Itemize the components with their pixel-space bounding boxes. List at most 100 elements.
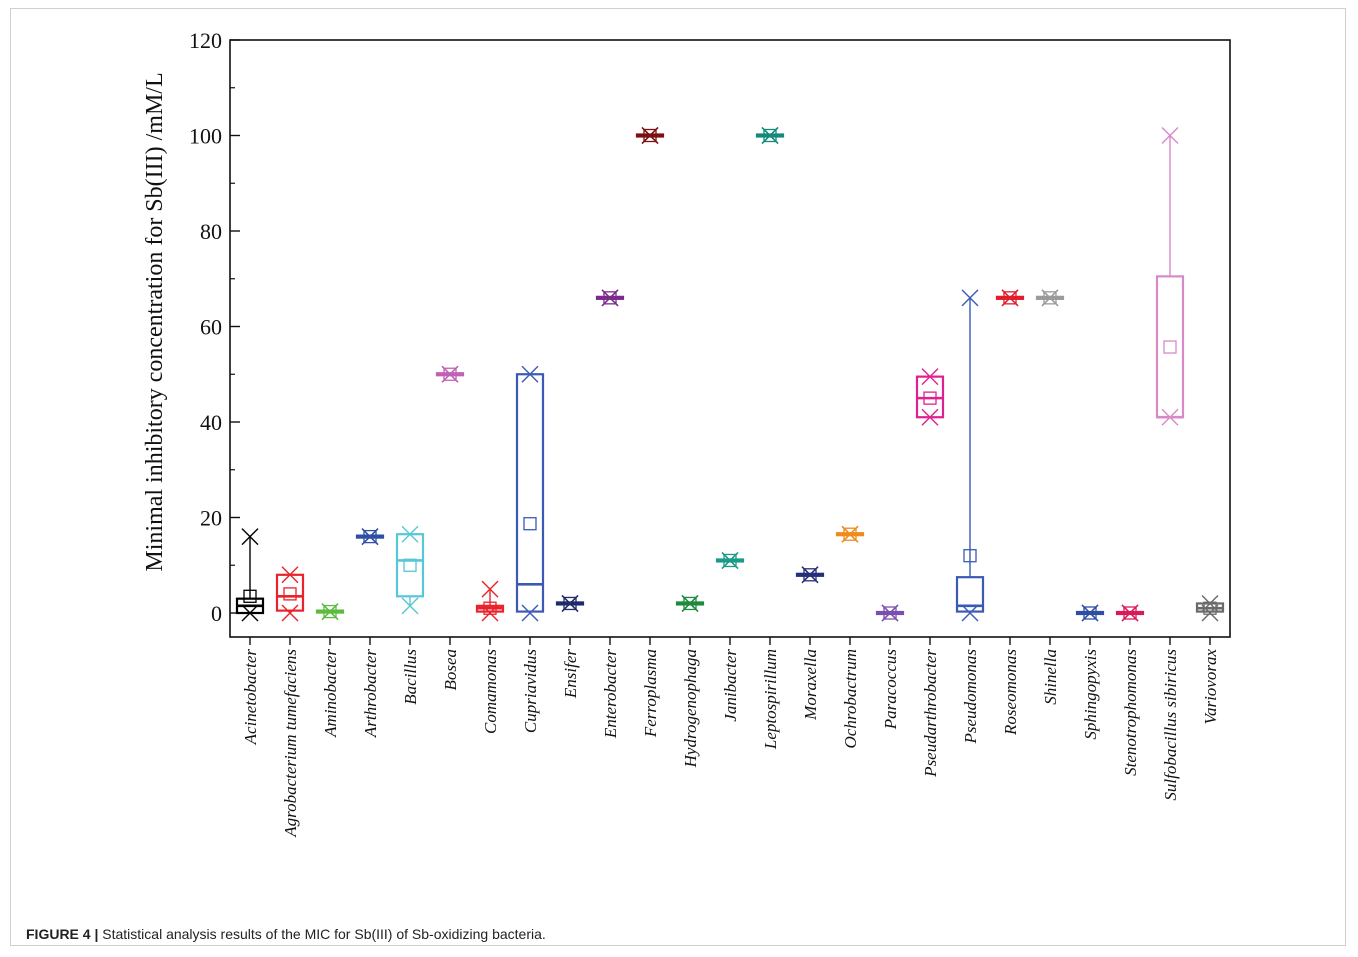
- min-marker: [721, 551, 739, 569]
- box-body: [955, 576, 985, 613]
- min-marker: [401, 597, 419, 615]
- min-marker: [921, 408, 939, 426]
- mean-marker: [243, 589, 257, 603]
- mean-marker: [363, 529, 377, 544]
- min-marker: [241, 604, 259, 622]
- min-marker: [281, 604, 299, 622]
- mean-marker: [443, 367, 457, 381]
- max-marker-stroke: [521, 365, 539, 383]
- chart-marks: [235, 127, 1225, 622]
- mean-marker: [883, 606, 897, 620]
- min-marker-stroke: [441, 365, 459, 383]
- min-marker-stroke: [1081, 604, 1099, 622]
- mean-marker: [643, 128, 657, 143]
- mean-marker: [563, 596, 577, 611]
- min-marker-stroke: [561, 594, 579, 612]
- x-category-label: Enterobacter: [601, 649, 620, 739]
- min-marker: [1081, 604, 1099, 622]
- min-marker-stroke: [1121, 604, 1139, 622]
- y-tick-label: 100: [189, 124, 222, 149]
- x-category-label: Acinetobacter: [241, 649, 260, 746]
- box-pseudomonas: [955, 297, 985, 613]
- min-marker-stroke: [601, 289, 619, 307]
- box-sulfobacillus-sibiricus: [1155, 135, 1185, 419]
- min-marker-stroke: [921, 408, 939, 426]
- box-comamonas: [475, 589, 505, 615]
- max-marker: [1201, 594, 1219, 612]
- mean-marker: [1123, 606, 1137, 620]
- max-marker: [921, 368, 939, 386]
- box-agrobacterium-tumefaciens: [275, 573, 305, 613]
- min-marker-stroke: [681, 594, 699, 612]
- max-marker-stroke: [241, 528, 259, 546]
- x-category-label: Pseudarthrobacter: [921, 649, 940, 778]
- min-marker-stroke: [1041, 289, 1059, 307]
- mean-marker: [1003, 291, 1017, 305]
- mean-marker: [1203, 601, 1217, 615]
- max-marker: [241, 528, 259, 546]
- box-body: [1155, 275, 1185, 419]
- x-category-label: Cupriavidus: [521, 649, 540, 733]
- x-category-label: Bosea: [441, 649, 460, 691]
- min-marker-stroke: [241, 604, 259, 622]
- mean-marker: [683, 596, 697, 611]
- x-category-label: Shinella: [1041, 649, 1060, 705]
- box-body: [515, 373, 545, 613]
- mean-marker: [403, 558, 417, 572]
- min-marker: [1041, 289, 1059, 307]
- min-marker-stroke: [361, 528, 379, 546]
- x-category-label: Bacillus: [401, 649, 420, 705]
- mean-marker: [1083, 606, 1097, 620]
- max-marker: [281, 566, 299, 584]
- box-paracoccus: [875, 606, 905, 620]
- x-category-label: Stenotrophomonas: [1121, 649, 1140, 776]
- y-tick-label: 20: [200, 506, 222, 531]
- axes: 0 20 40 60 80 100 120 Acinetobacter Agrobacteriu…: [189, 28, 1231, 838]
- min-marker-stroke: [721, 551, 739, 569]
- x-category-label: Sulfobacillus sibiricus: [1161, 649, 1180, 801]
- mean-marker: [1043, 291, 1057, 305]
- min-marker-stroke: [1201, 604, 1219, 622]
- x-category-label: Sphingopyxis: [1081, 649, 1100, 740]
- x-category-label: Moraxella: [801, 649, 820, 721]
- mean-marker: [963, 549, 977, 563]
- min-marker: [1001, 289, 1019, 307]
- y-tick-label: 80: [200, 219, 222, 244]
- min-marker-stroke: [761, 127, 779, 144]
- mean-marker: [923, 391, 937, 405]
- max-marker-stroke: [921, 368, 939, 386]
- x-category-label: Variovorax: [1201, 649, 1220, 725]
- mean-marker: [1163, 340, 1177, 354]
- box-body: [275, 573, 305, 612]
- min-marker-stroke: [801, 566, 819, 584]
- mean-marker: [483, 601, 497, 615]
- figure-frame: [10, 8, 1346, 946]
- y-tick-label: 120: [189, 28, 222, 53]
- min-marker: [641, 127, 659, 144]
- x-category-label: Comamonas: [481, 649, 500, 734]
- y-tick-label: 40: [200, 410, 222, 435]
- figure-caption-text: Statistical analysis results of the MIC …: [102, 926, 546, 942]
- min-marker: [601, 289, 619, 307]
- mean-marker: [523, 517, 537, 531]
- max-marker-stroke: [961, 289, 979, 307]
- x-category-label: Roseomonas: [1001, 649, 1020, 736]
- box-pseudarthrobacter: [915, 375, 945, 419]
- min-marker: [1201, 604, 1219, 622]
- min-marker: [561, 594, 579, 612]
- min-marker: [801, 566, 819, 584]
- min-marker-stroke: [641, 127, 659, 144]
- min-marker: [1161, 408, 1179, 426]
- min-marker-stroke: [961, 604, 979, 622]
- mean-marker: [803, 568, 817, 582]
- min-marker-stroke: [881, 604, 899, 622]
- min-marker: [321, 603, 339, 621]
- x-category-label: Leptospirillum: [761, 649, 780, 750]
- min-marker: [481, 604, 499, 622]
- min-marker: [681, 594, 699, 612]
- min-marker: [441, 365, 459, 383]
- mean-marker: [723, 553, 737, 568]
- box-plot-chart: 0 20 40 60 80 100 120 Acinetobacter Agrobacteriu…: [142, 28, 1231, 838]
- box-body: [395, 533, 425, 598]
- max-marker: [961, 289, 979, 307]
